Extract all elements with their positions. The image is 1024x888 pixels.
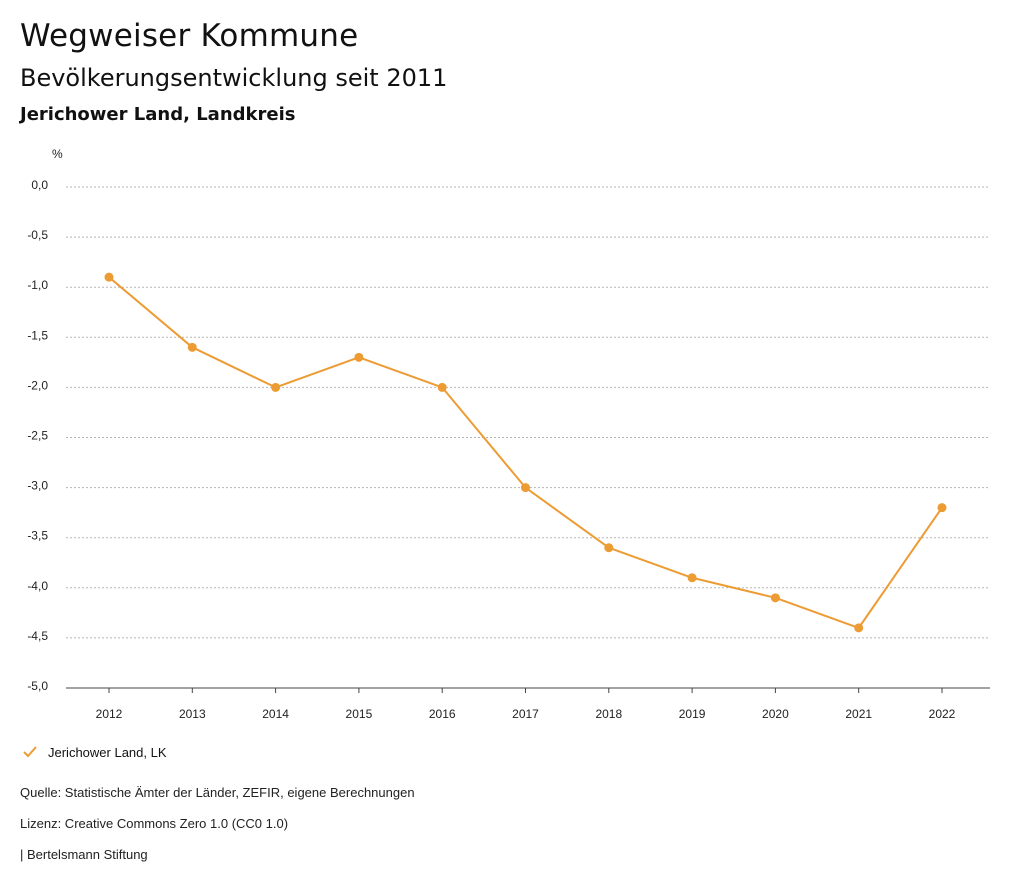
x-axis-ticks: 2012 2013 2014 2015 2016 2017 2018 2019 2020 2021…	[66, 687, 990, 721]
x-tick-label: 2017	[512, 707, 539, 721]
grid-lines	[66, 186, 990, 689]
data-point	[770, 593, 780, 603]
legend-label: Jerichower Land, LK	[48, 744, 167, 760]
y-tick-label: 0,0	[31, 178, 48, 192]
check-icon	[23, 746, 37, 758]
y-tick-label: -4,5	[27, 629, 48, 643]
license-note: Lizenz: Creative Commons Zero 1.0 (CC0 1…	[20, 816, 289, 831]
data-point	[604, 543, 614, 553]
x-tick-label: 2016	[429, 707, 456, 721]
data-point	[937, 503, 947, 513]
x-tick-label: 2021	[845, 707, 872, 721]
x-tick-label: 2018	[595, 707, 622, 721]
x-tick-label: 2015	[346, 707, 373, 721]
y-axis-ticks: 0,0 -0,5 -1,0 -1,5 -2,0 -2,5 -3,0 -3,5 -4,0 -4,5 -…	[27, 178, 48, 693]
x-tick-label: 2019	[679, 707, 706, 721]
y-tick-label: -3,5	[27, 529, 48, 543]
x-tick-label: 2014	[262, 707, 289, 721]
y-tick-label: -1,5	[27, 328, 48, 342]
data-point	[271, 382, 281, 392]
x-tick-label: 2020	[762, 707, 789, 721]
data-point	[521, 483, 530, 493]
data-point	[354, 352, 364, 362]
y-tick-label: -2,5	[27, 429, 48, 443]
data-point	[687, 573, 697, 583]
chart-subtitle: Bevölkerungsentwicklung seit 2011	[20, 64, 448, 92]
y-tick-label: -5,0	[27, 679, 48, 693]
x-tick-label: 2013	[179, 707, 206, 721]
y-tick-label: -0,5	[27, 228, 48, 242]
publisher-note: | Bertelsmann Stiftung	[20, 847, 148, 862]
data-point	[437, 382, 447, 392]
y-tick-label: -1,0	[27, 278, 48, 292]
data-point	[187, 342, 197, 352]
y-axis-unit: %	[52, 147, 63, 161]
series-jerichower-land	[104, 272, 947, 633]
data-point	[104, 272, 114, 282]
region-name: Jerichower Land, Landkreis	[20, 104, 296, 125]
x-tick-label: 2012	[96, 707, 123, 721]
y-tick-label: -4,0	[27, 579, 48, 593]
series-line	[108, 276, 943, 629]
page-title: Wegweiser Kommune	[20, 18, 359, 54]
line-chart: % 0,0 -0,5 -1,0 -1,5 -2,0 -2,5 -3,0 -3,5 -4,0 -4,…	[27, 147, 990, 721]
source-note: Quelle: Statistische Ämter der Länder, Z…	[20, 785, 415, 800]
y-tick-label: -2,0	[27, 378, 48, 392]
legend-item-jerichower-land[interactable]: Jerichower Land, LK	[22, 744, 167, 760]
y-tick-label: -3,0	[27, 479, 48, 493]
data-point	[854, 623, 864, 633]
x-tick-label: 2022	[929, 707, 956, 721]
